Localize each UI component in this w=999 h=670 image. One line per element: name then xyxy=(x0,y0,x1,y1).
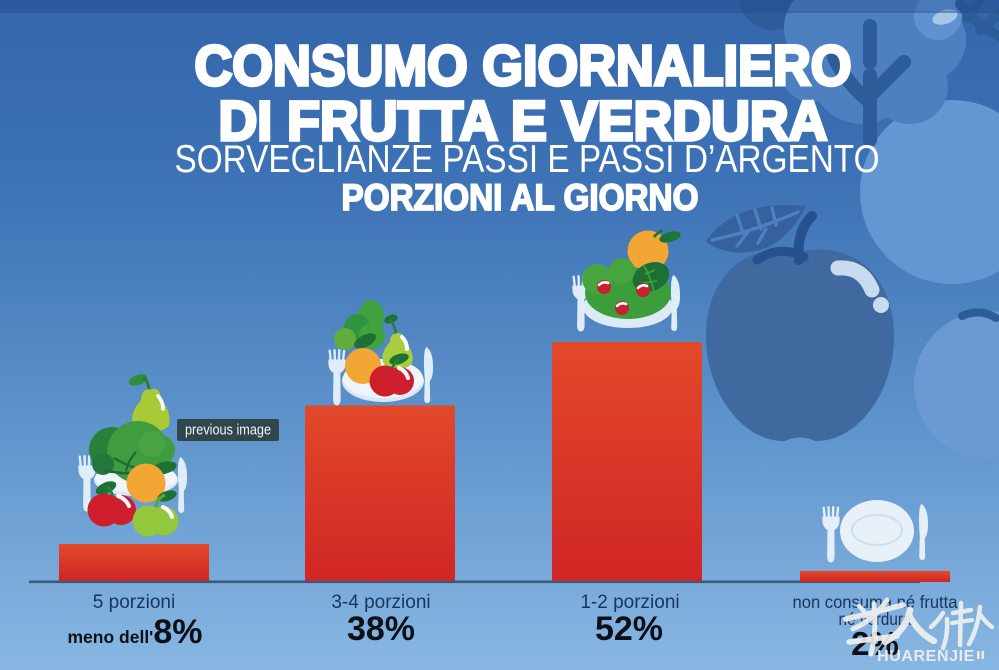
svg-text:DI FRUTTA E VERDURA: DI FRUTTA E VERDURA xyxy=(219,89,828,152)
svg-text:5 porzioni: 5 porzioni xyxy=(93,592,175,613)
svg-text:HUARENJIE: HUARENJIE xyxy=(877,648,975,665)
svg-text:previous image: previous image xyxy=(185,423,271,439)
svg-text:SORVEGLIANZE PASSI E PASSI D’A: SORVEGLIANZE PASSI E PASSI D’ARGENTO xyxy=(175,138,880,181)
svg-text:CONSUMO GIORNALIERO: CONSUMO GIORNALIERO xyxy=(195,34,852,98)
svg-text:3-4 porzioni: 3-4 porzioni xyxy=(331,592,430,613)
svg-text:52%: 52% xyxy=(595,610,663,648)
svg-text:38%: 38% xyxy=(347,610,415,648)
svg-text:1-2 porzioni: 1-2 porzioni xyxy=(580,592,679,613)
svg-text:PORZIONI AL GIORNO: PORZIONI AL GIORNO xyxy=(342,177,699,218)
svg-text:meno dell'8%: meno dell'8% xyxy=(68,613,203,651)
